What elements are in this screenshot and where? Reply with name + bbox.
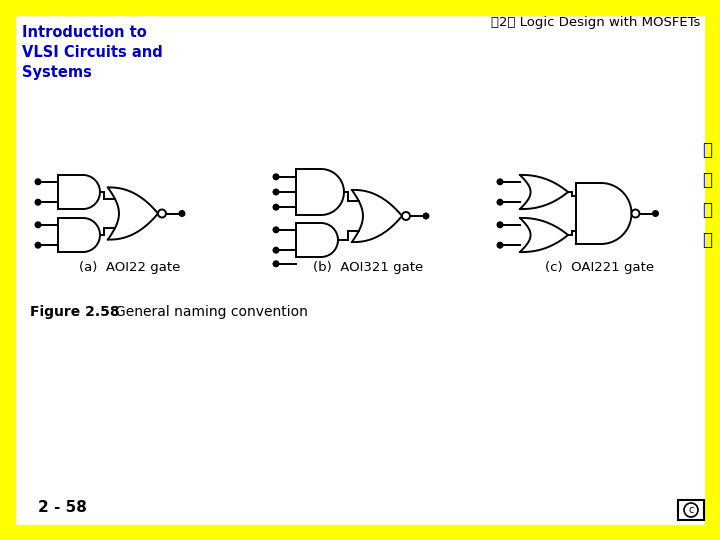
Text: (c)  OAI221 gate: (c) OAI221 gate: [546, 261, 654, 274]
Text: 回: 回: [702, 201, 712, 219]
Circle shape: [631, 210, 639, 218]
Circle shape: [498, 242, 503, 248]
Text: 2 - 58: 2 - 58: [38, 500, 87, 515]
Text: 小: 小: [702, 141, 712, 159]
Text: 路: 路: [702, 231, 712, 249]
Text: (a)  AOI22 gate: (a) AOI22 gate: [79, 261, 181, 274]
Circle shape: [273, 189, 279, 195]
Text: Introduction to
VLSI Circuits and
Systems: Introduction to VLSI Circuits and System…: [22, 25, 163, 79]
Bar: [705, 0, 720, 540]
Text: General naming convention: General naming convention: [115, 305, 308, 319]
Text: 第2章 Logic Design with MOSFETs: 第2章 Logic Design with MOSFETs: [490, 16, 700, 29]
Bar: [678, 500, 704, 520]
Circle shape: [273, 174, 279, 180]
Circle shape: [498, 222, 503, 227]
Bar: [0, 0, 720, 15]
Text: Figure 2.58: Figure 2.58: [30, 305, 120, 319]
Circle shape: [179, 211, 185, 217]
Circle shape: [273, 247, 279, 253]
Bar: [0, 525, 720, 540]
Circle shape: [35, 179, 41, 185]
Text: (b)  AOI321 gate: (b) AOI321 gate: [313, 261, 423, 274]
Circle shape: [273, 204, 279, 210]
Circle shape: [652, 211, 658, 217]
Circle shape: [402, 212, 410, 220]
Circle shape: [423, 213, 429, 219]
Circle shape: [273, 227, 279, 233]
Circle shape: [35, 222, 41, 227]
Circle shape: [35, 199, 41, 205]
Circle shape: [158, 210, 166, 218]
Bar: [0, 0, 15, 540]
Circle shape: [498, 199, 503, 205]
Circle shape: [273, 261, 279, 267]
Circle shape: [498, 179, 503, 185]
Text: 機: 機: [702, 171, 712, 189]
Text: c: c: [688, 505, 693, 515]
Circle shape: [35, 242, 41, 248]
